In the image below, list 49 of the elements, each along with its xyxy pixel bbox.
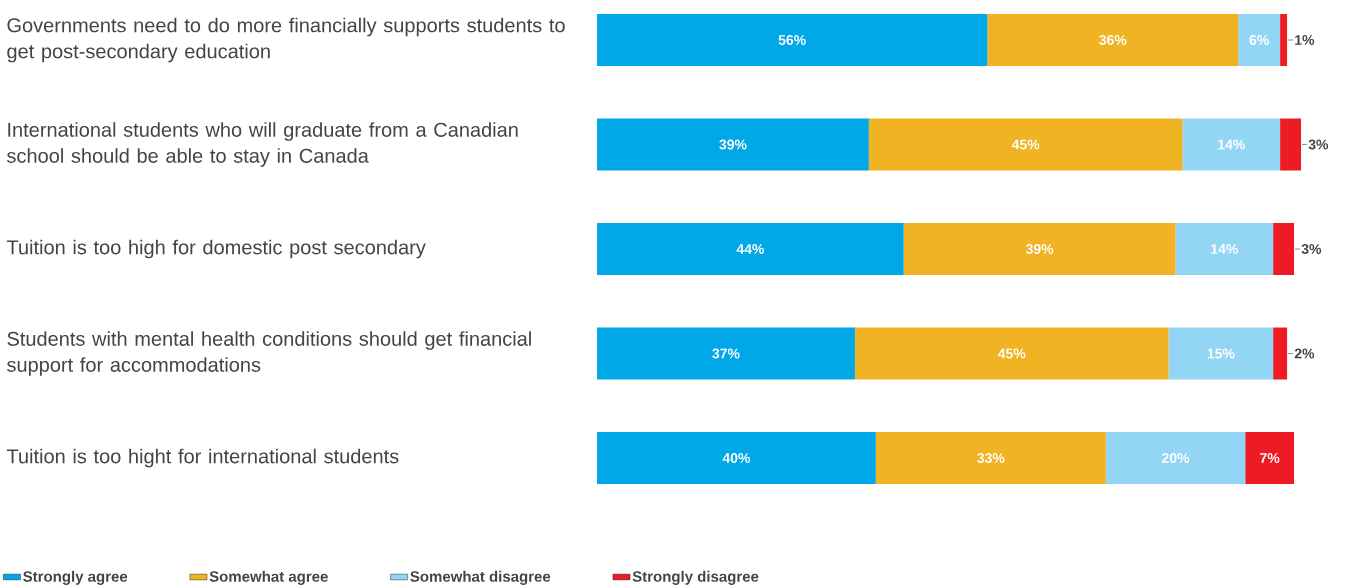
bar [597,432,876,485]
y-tick-label: Tuition is too hight for international students [6,448,399,468]
data-label: 45% [997,348,1026,359]
bar [1273,223,1295,276]
data-label: 14% [1211,244,1238,254]
data-label: 7% [1260,453,1280,463]
data-label: 33% [977,453,1005,463]
bar [875,432,1106,485]
data-label: 40% [722,453,751,463]
bar [1168,327,1274,380]
data-label: 39% [719,139,747,150]
y-tick-label: International students who will graduate from a Canadian school should be able to stay in Canada [7,122,518,167]
bar [597,223,904,276]
data-label: 2% [1294,348,1315,359]
bar [1273,327,1288,380]
bar [597,327,855,380]
legend-label: Somewhat agree [209,570,328,585]
y-tick-label: Tuition is too high for domestic post secondary [6,239,426,259]
bar [868,118,1183,171]
bar [597,14,988,67]
bar [597,118,869,171]
bar [1280,118,1302,171]
data-label: 3% [1301,244,1322,254]
bar [987,14,1239,67]
data-label: 15% [1207,348,1235,359]
data-label: 45% [1011,139,1040,150]
data-label: 3% [1308,139,1329,150]
data-label: 1% [1295,35,1315,45]
legend-label: Strongly disagree [632,570,759,585]
data-label: 20% [1162,453,1190,463]
data-label: 37% [712,348,740,359]
bar [903,223,1176,276]
bar [1175,223,1274,276]
bar [1238,14,1281,67]
data-label: 36% [1099,35,1127,45]
bar [854,327,1169,380]
legend-label: Somewhat disagree [410,570,551,585]
legend-label: Strongly agree [23,570,128,585]
data-label: 39% [1025,244,1054,254]
data-label: 6% [1249,35,1269,45]
bar [1182,118,1281,171]
data-label: 56% [778,35,806,45]
bar [1245,432,1295,485]
data-label: 14% [1218,139,1245,150]
data-label: 44% [736,244,764,254]
bar [1105,432,1246,485]
y-tick-label: Students with mental health conditions should get financial support for accommodations [7,331,531,376]
y-tick-label: Governments need to do more financially supports students to get post-secondary education [7,17,565,63]
bar [1280,14,1288,67]
